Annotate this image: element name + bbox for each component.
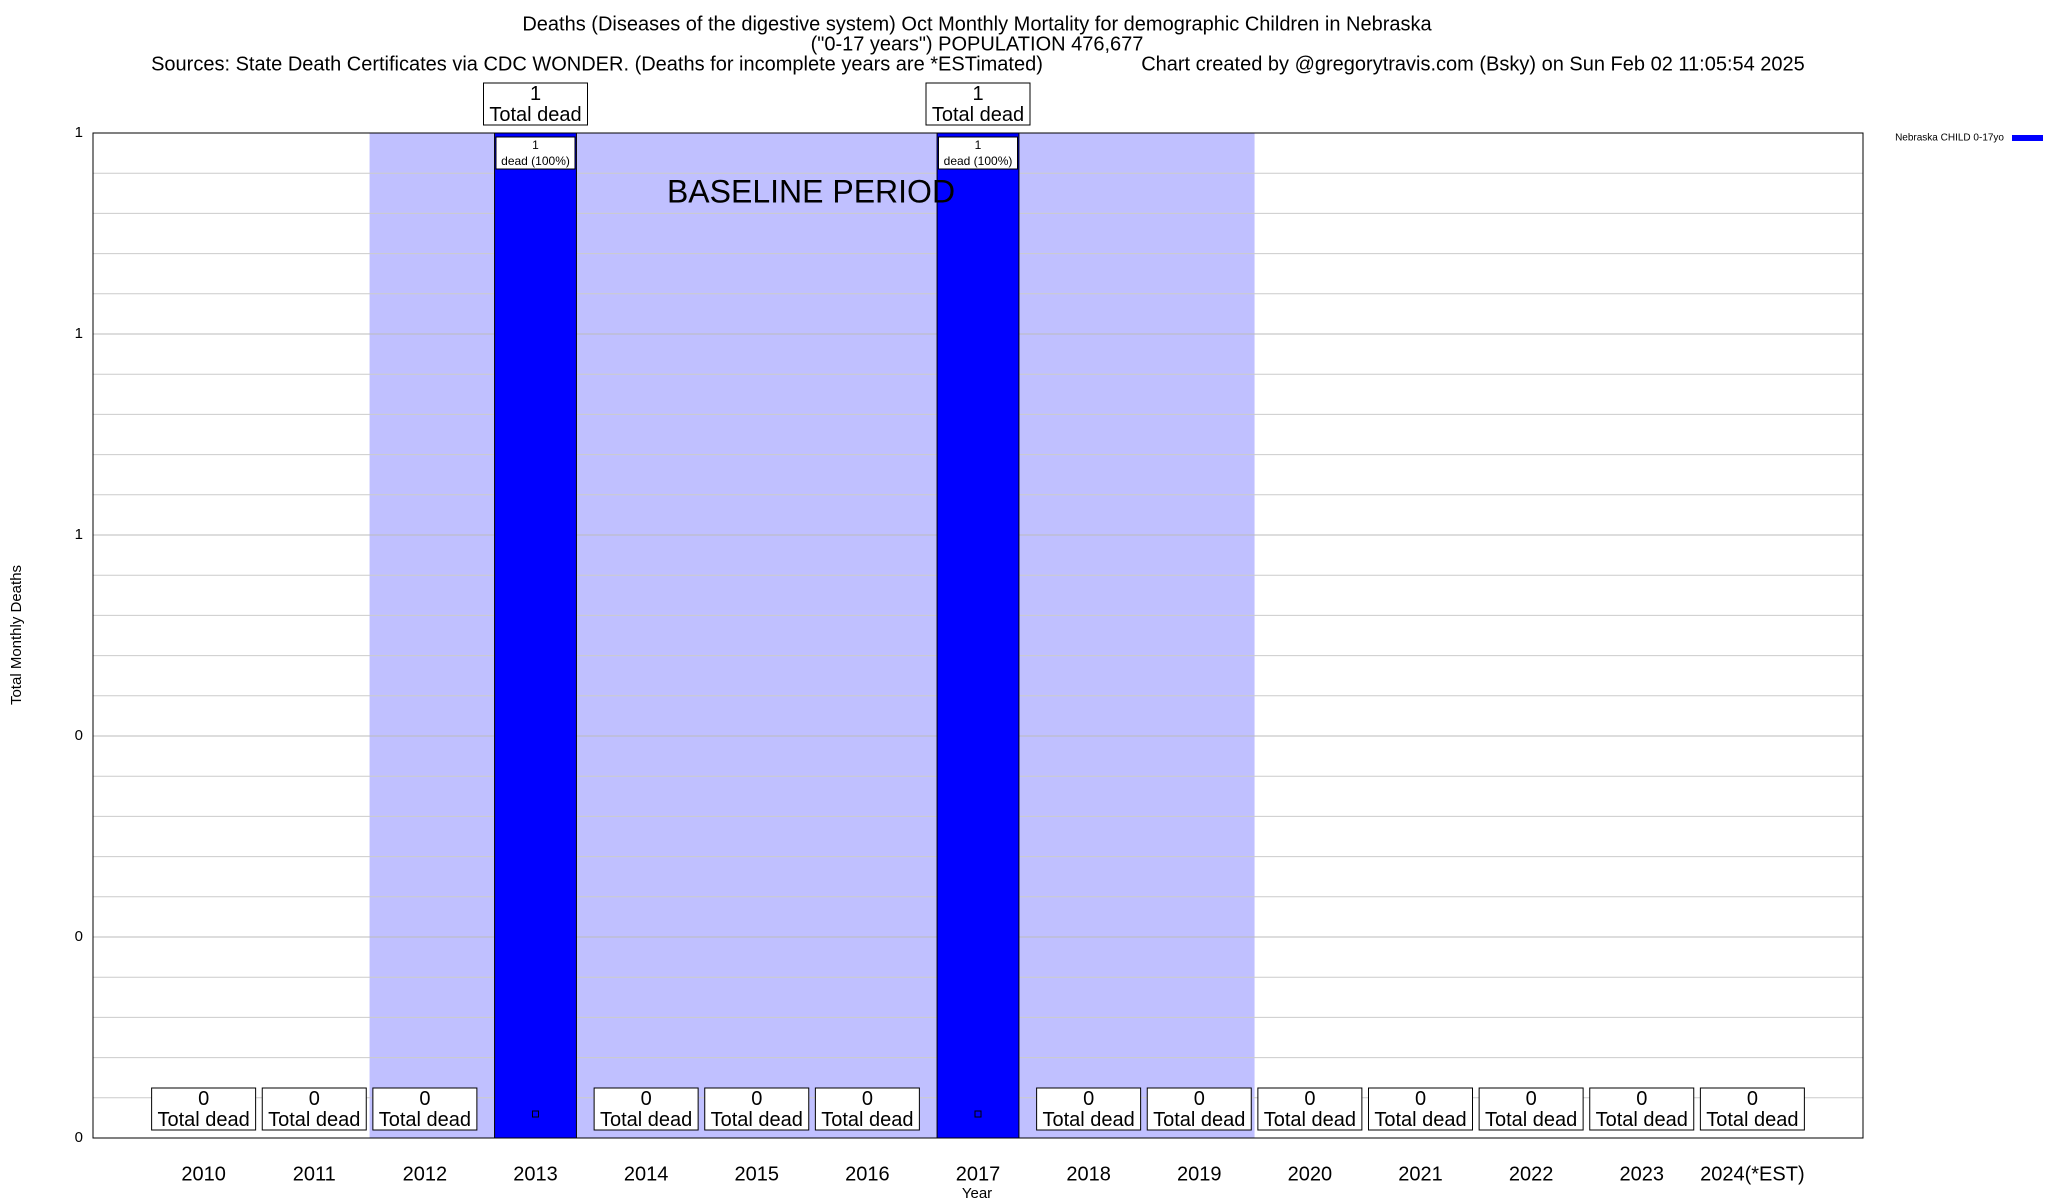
- value-label-box: [1699, 1087, 1805, 1131]
- value-label: Total dead: [1706, 1109, 1798, 1131]
- x-tick-label: 2014: [624, 1163, 669, 1185]
- value-label-box: [704, 1087, 810, 1131]
- value-label-box: [925, 82, 1031, 126]
- inner-label: 1: [532, 138, 539, 152]
- x-tick-mark: [532, 1110, 539, 1118]
- bar: [494, 132, 577, 1139]
- y-tick-label: 0: [75, 1129, 83, 1146]
- value-label: Total dead: [1596, 1109, 1688, 1131]
- value-label: 0: [1526, 1088, 1537, 1110]
- chart-title: Deaths (Diseases of the digestive system…: [522, 13, 1432, 35]
- value-label: Total dead: [1485, 1109, 1577, 1131]
- x-tick-label: 2022: [1509, 1163, 1554, 1185]
- x-tick-label: 2013: [513, 1163, 558, 1185]
- bar: [936, 132, 1020, 1139]
- y-tick-label: 1: [75, 526, 83, 543]
- value-label: 0: [419, 1088, 430, 1110]
- credit: Chart created by @gregorytravis.com (Bsk…: [1141, 53, 1805, 75]
- x-tick-label: 2018: [1066, 1163, 1111, 1185]
- value-label-box: [261, 1087, 367, 1131]
- y-tick-label: 1: [75, 325, 83, 342]
- value-label: Total dead: [1153, 1109, 1245, 1131]
- inner-label-box: [495, 136, 576, 170]
- value-label: Total dead: [1042, 1109, 1134, 1131]
- value-label: 0: [309, 1088, 320, 1110]
- value-label: Total dead: [157, 1109, 249, 1131]
- value-label-box: [1478, 1087, 1584, 1131]
- value-label-box: [372, 1087, 478, 1131]
- value-label: Total dead: [600, 1109, 692, 1131]
- y-tick-label: 0: [75, 928, 83, 945]
- value-label: 1: [530, 83, 541, 105]
- x-tick-label: 2019: [1177, 1163, 1222, 1185]
- inner-label-box: [938, 136, 1018, 170]
- x-tick-label: 2021: [1398, 1163, 1443, 1185]
- x-tick-label: 2012: [403, 1163, 448, 1185]
- value-label-box: [814, 1087, 920, 1131]
- value-label-box: [1146, 1087, 1252, 1131]
- value-label: Total dead: [1374, 1109, 1466, 1131]
- value-label: 0: [198, 1088, 209, 1110]
- value-label-box: [151, 1087, 257, 1131]
- value-label: 0: [1636, 1088, 1647, 1110]
- x-tick-label: 2023: [1620, 1163, 1665, 1185]
- legend-label: Nebraska CHILD 0-17yo: [1895, 133, 2004, 144]
- value-label: Total dead: [711, 1109, 803, 1131]
- y-tick-label: 1: [75, 124, 83, 141]
- inner-label: dead (100%): [944, 154, 1013, 168]
- y-tick-label: 0: [75, 727, 83, 744]
- x-tick-label: 2010: [181, 1163, 226, 1185]
- y-axis-label: Total Monthly Deaths: [8, 565, 25, 705]
- value-label: Total dead: [268, 1109, 360, 1131]
- value-label-box: [593, 1087, 699, 1131]
- baseline-label: BASELINE PERIOD: [667, 173, 955, 209]
- x-tick-label: 2011: [293, 1163, 336, 1185]
- value-label: Total dead: [932, 104, 1024, 126]
- value-label: 0: [1083, 1088, 1094, 1110]
- x-tick-label: 2016: [845, 1163, 890, 1185]
- sources: Sources: State Death Certificates via CD…: [151, 53, 1043, 75]
- value-label: 0: [1747, 1088, 1758, 1110]
- x-tick-label: 2017: [956, 1163, 1001, 1185]
- x-axis-label: Year: [962, 1185, 992, 1200]
- x-tick-mark: [974, 1110, 982, 1118]
- value-label-box: [1257, 1087, 1363, 1131]
- value-label: 0: [1194, 1088, 1205, 1110]
- chart-subtitle: ("0-17 years") POPULATION 476,677: [811, 33, 1144, 55]
- value-label: Total dead: [379, 1109, 471, 1131]
- value-label: 0: [862, 1088, 873, 1110]
- inner-label: dead (100%): [501, 154, 570, 168]
- inner-label: 1: [975, 138, 982, 152]
- x-tick-label: 2024(*EST): [1700, 1163, 1805, 1185]
- value-label: Total dead: [489, 104, 581, 126]
- value-label: 0: [751, 1088, 762, 1110]
- x-tick-label: 2015: [735, 1163, 780, 1185]
- value-label-box: [1036, 1087, 1142, 1131]
- value-label-box: [1368, 1087, 1473, 1131]
- value-label: Total dead: [821, 1109, 913, 1131]
- value-label-box: [1589, 1087, 1695, 1131]
- value-label: 0: [1304, 1088, 1315, 1110]
- value-label: 0: [1415, 1088, 1426, 1110]
- value-label: 0: [641, 1088, 652, 1110]
- value-label-box: [483, 82, 588, 126]
- value-label: Total dead: [1264, 1109, 1356, 1131]
- value-label: 1: [972, 83, 983, 105]
- x-tick-label: 2020: [1288, 1163, 1333, 1185]
